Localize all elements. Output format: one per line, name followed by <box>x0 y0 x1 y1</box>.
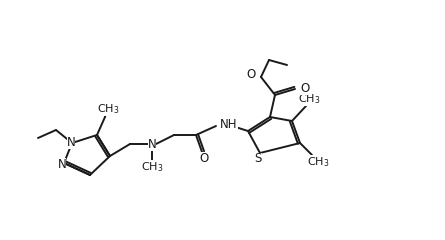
Text: O: O <box>199 151 209 164</box>
Text: O: O <box>300 82 309 95</box>
Text: N: N <box>67 136 75 149</box>
Text: NH: NH <box>220 119 238 132</box>
Text: CH$_3$: CH$_3$ <box>298 92 320 106</box>
Text: CH$_3$: CH$_3$ <box>307 155 329 169</box>
Text: O: O <box>247 68 256 82</box>
Text: CH$_3$: CH$_3$ <box>141 160 163 174</box>
Text: N: N <box>148 138 156 150</box>
Text: CH$_3$: CH$_3$ <box>97 102 119 116</box>
Text: N: N <box>57 157 66 170</box>
Text: S: S <box>254 152 262 166</box>
